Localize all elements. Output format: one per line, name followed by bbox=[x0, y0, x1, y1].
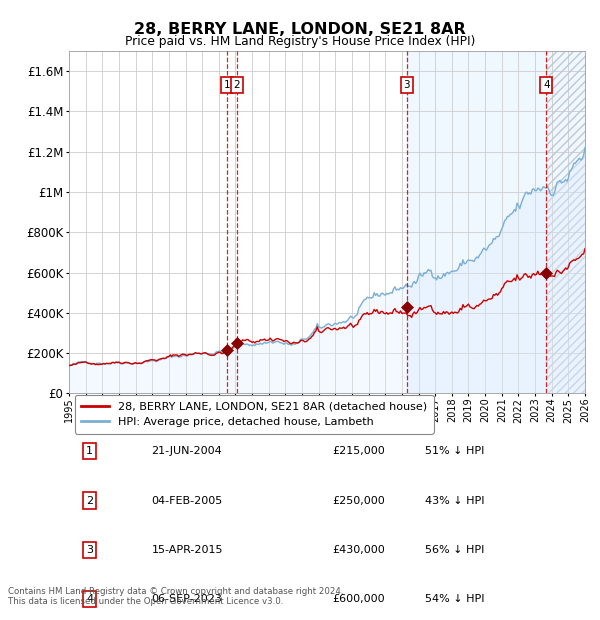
Legend: 28, BERRY LANE, LONDON, SE21 8AR (detached house), HPI: Average price, detached : 28, BERRY LANE, LONDON, SE21 8AR (detach… bbox=[74, 395, 434, 433]
Text: 2: 2 bbox=[86, 495, 93, 505]
Text: £250,000: £250,000 bbox=[332, 495, 385, 505]
Text: 28, BERRY LANE, LONDON, SE21 8AR: 28, BERRY LANE, LONDON, SE21 8AR bbox=[134, 22, 466, 37]
Text: £600,000: £600,000 bbox=[332, 594, 385, 604]
Text: 56% ↓ HPI: 56% ↓ HPI bbox=[425, 545, 484, 555]
Text: 3: 3 bbox=[403, 80, 410, 90]
Text: 06-SEP-2023: 06-SEP-2023 bbox=[152, 594, 223, 604]
Text: 51% ↓ HPI: 51% ↓ HPI bbox=[425, 446, 484, 456]
Text: Contains HM Land Registry data © Crown copyright and database right 2024.
This d: Contains HM Land Registry data © Crown c… bbox=[8, 587, 343, 606]
Bar bbox=[407, 51, 585, 394]
Text: 54% ↓ HPI: 54% ↓ HPI bbox=[425, 594, 485, 604]
Text: Price paid vs. HM Land Registry's House Price Index (HPI): Price paid vs. HM Land Registry's House … bbox=[125, 35, 475, 48]
Text: 4: 4 bbox=[543, 80, 550, 90]
Text: 04-FEB-2005: 04-FEB-2005 bbox=[152, 495, 223, 505]
Text: 3: 3 bbox=[86, 545, 93, 555]
Text: 2: 2 bbox=[233, 80, 240, 90]
Bar bbox=[547, 51, 585, 394]
Text: 15-APR-2015: 15-APR-2015 bbox=[152, 545, 223, 555]
Text: 43% ↓ HPI: 43% ↓ HPI bbox=[425, 495, 485, 505]
Text: 1: 1 bbox=[223, 80, 230, 90]
Text: £430,000: £430,000 bbox=[332, 545, 385, 555]
Text: 1: 1 bbox=[86, 446, 93, 456]
Text: £215,000: £215,000 bbox=[332, 446, 385, 456]
Text: 4: 4 bbox=[86, 594, 93, 604]
Text: 21-JUN-2004: 21-JUN-2004 bbox=[152, 446, 223, 456]
